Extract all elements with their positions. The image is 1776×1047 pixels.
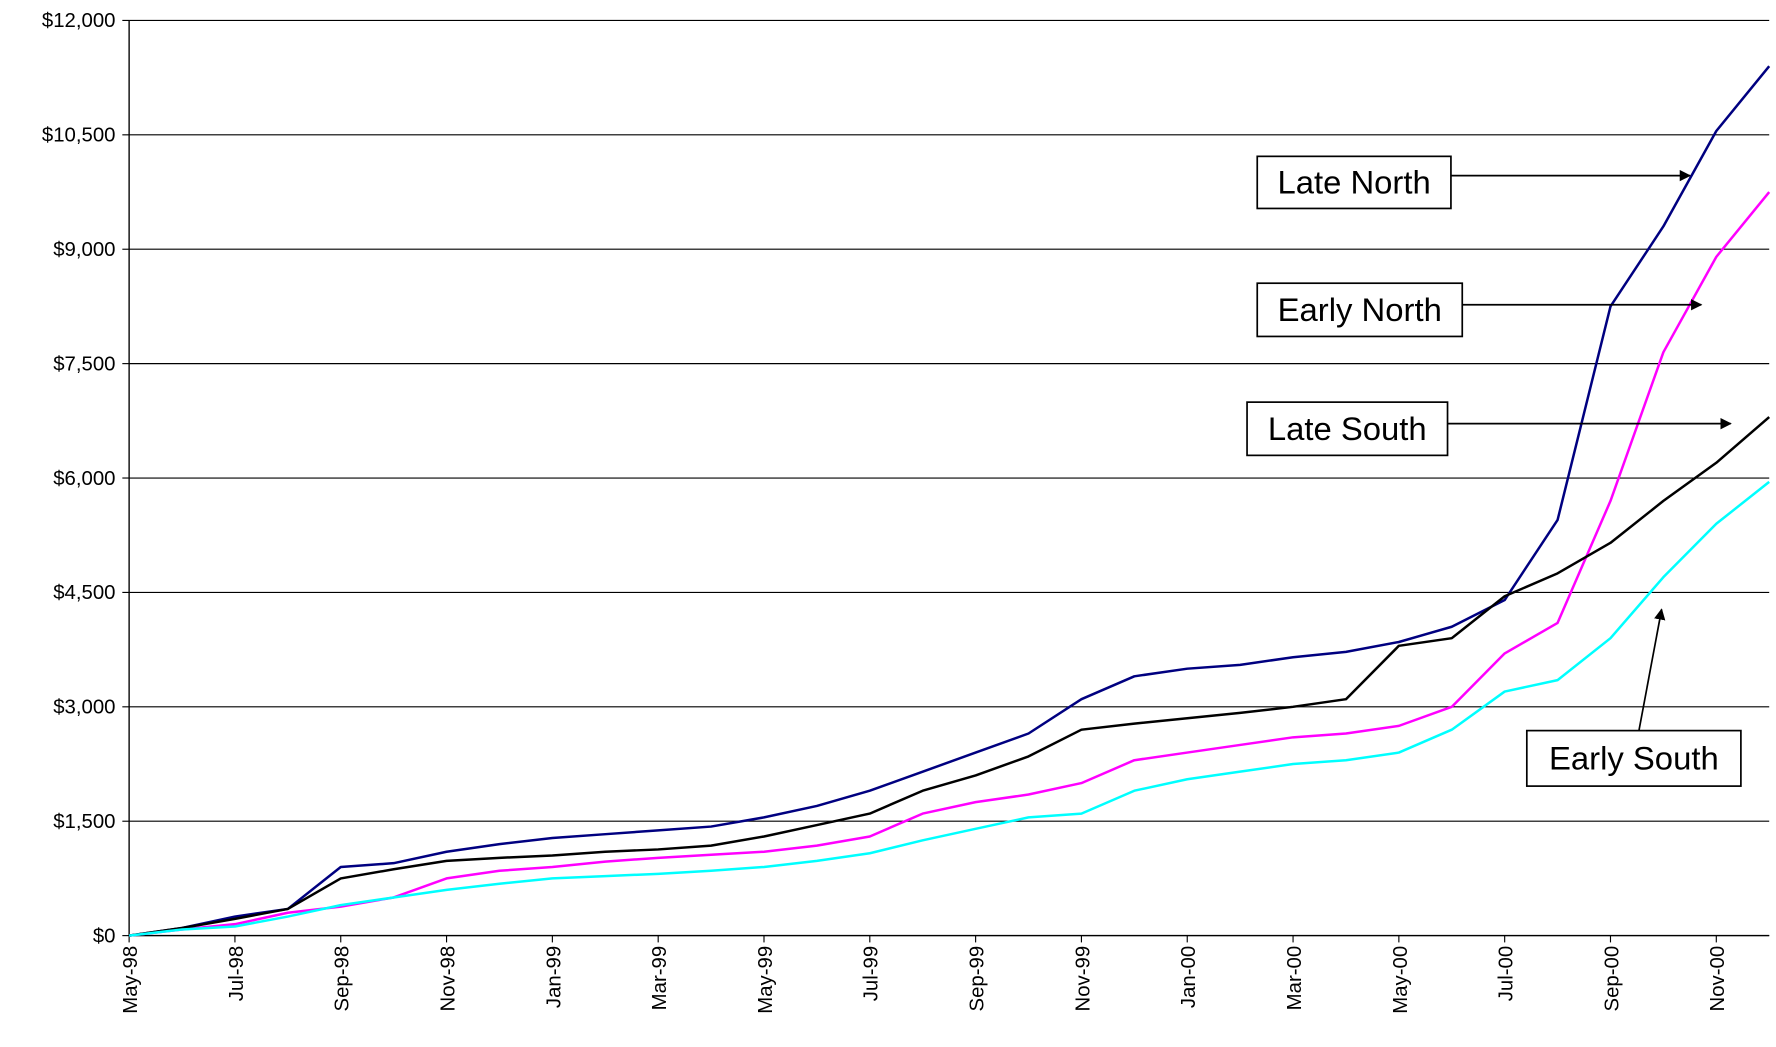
callout-box (1256, 282, 1464, 338)
y-tick-label: $10,500 (42, 125, 116, 147)
callout-label: Early North (1278, 291, 1442, 328)
callout-label: Early South (1549, 740, 1719, 777)
callout-label: Late North (1277, 164, 1430, 201)
y-tick-label: $7,500 (53, 353, 115, 375)
callout-box (1256, 155, 1452, 210)
x-tick-label: Sep-99 (967, 946, 989, 1012)
x-tick-label: Sep-00 (1601, 946, 1623, 1012)
series-line (128, 65, 1771, 937)
x-tick-label: Nov-98 (437, 946, 459, 1012)
x-tick-label: Mar-99 (649, 946, 671, 1011)
y-tick-label: $9,000 (53, 239, 115, 261)
x-tick-label: Jul-99 (861, 946, 883, 1002)
series-line (128, 480, 1770, 937)
x-tick-label: Mar-00 (1284, 946, 1306, 1011)
x-tick-label: May-99 (755, 946, 777, 1014)
y-tick-label: $6,000 (53, 468, 115, 490)
callout-box (1246, 401, 1449, 457)
y-tick-label: $12,000 (42, 10, 116, 32)
x-tick-label: May-98 (120, 946, 142, 1014)
y-tick-label: $0 (93, 925, 116, 947)
x-tick-label: Sep-98 (332, 946, 354, 1012)
callout-label: Late South (1268, 410, 1427, 447)
y-tick-label: $1,500 (53, 811, 115, 833)
series-line (128, 416, 1771, 937)
x-tick-label: Jan-99 (543, 946, 565, 1008)
y-tick-label: $4,500 (53, 582, 115, 604)
x-tick-label: Nov-99 (1072, 946, 1094, 1012)
y-tick-label: $3,000 (53, 697, 115, 719)
x-tick-label: Jan-00 (1178, 946, 1200, 1008)
callout-arrow (1638, 608, 1666, 731)
x-tick-label: May-00 (1390, 946, 1412, 1014)
x-tick-label: Jul-98 (226, 946, 248, 1002)
x-tick-label: Nov-00 (1707, 946, 1729, 1012)
series-line (128, 191, 1771, 937)
callout-box (1525, 729, 1742, 787)
x-tick-label: Jul-00 (1496, 946, 1518, 1002)
